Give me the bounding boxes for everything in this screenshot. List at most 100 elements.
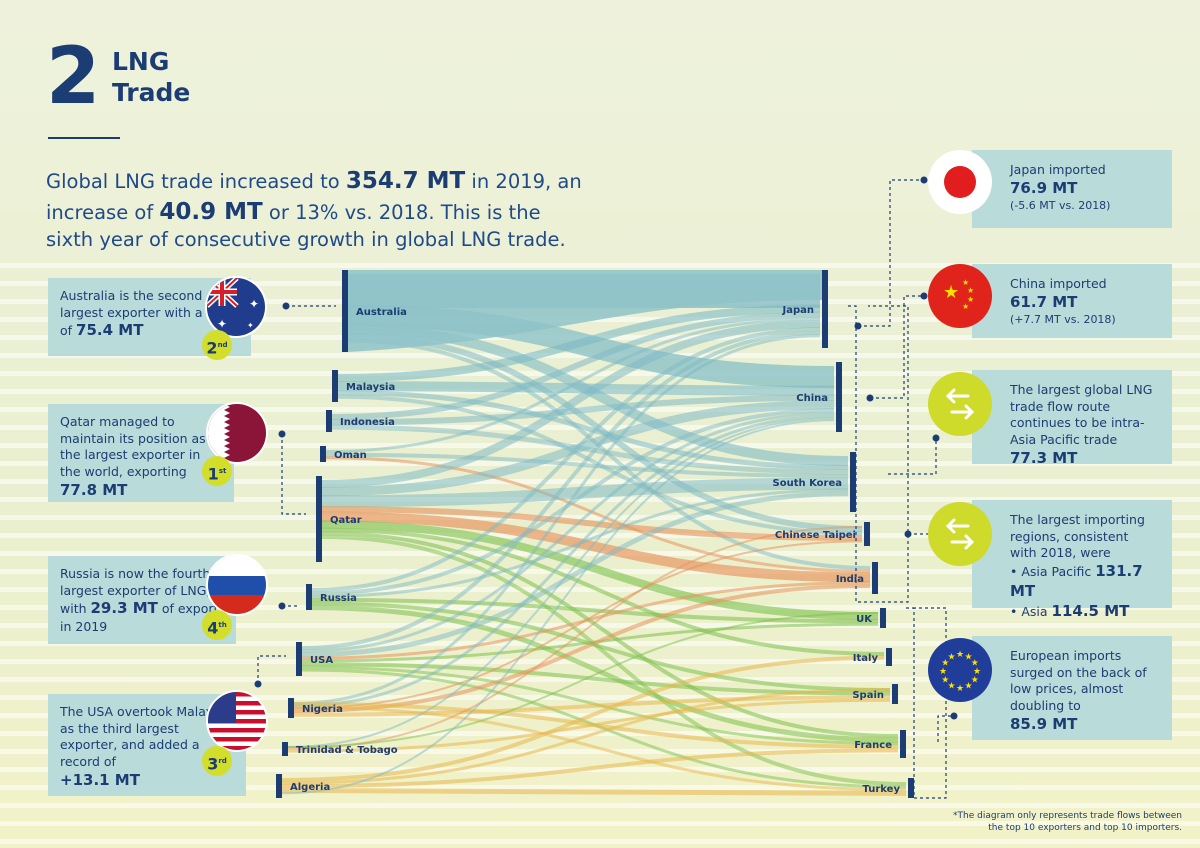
svg-text:★: ★: [943, 282, 959, 303]
intro-value-2: 40.9 MT: [159, 198, 263, 225]
usa-value: +13.1 MT: [60, 770, 140, 789]
china-text: China imported: [1010, 276, 1107, 291]
europe-value: 85.9 MT: [1010, 714, 1078, 733]
australia-text: Australia is the second largest exporter…: [60, 288, 236, 339]
connector-usa: [257, 655, 286, 684]
russia-rank: 4: [207, 618, 219, 638]
eu-star: ★: [941, 659, 949, 669]
qatar-rank-suffix: st: [218, 467, 227, 475]
exporter-label-malaysia: Malaysia: [346, 382, 395, 393]
title-divider: [48, 137, 120, 139]
svg-text:✦: ✦: [247, 321, 254, 330]
flow-oman-to-south-korea: [325, 452, 849, 478]
flow-indonesia-to-south-korea: [331, 424, 849, 475]
importer-bar-spain: [892, 684, 898, 704]
usa-rank-badge: 3rd: [202, 746, 232, 776]
asia-value: 114.5 MT: [1051, 601, 1130, 620]
flow-nigeria-to-chinese-taipei: [293, 540, 863, 710]
connector-route: [888, 438, 937, 475]
flow-indonesia-to-china: [331, 394, 835, 426]
europe-card: European imports surged on the back of l…: [972, 636, 1172, 740]
exporter-bar-malaysia: [332, 370, 338, 402]
qatar-rank: 1: [207, 464, 219, 484]
importer-bar-japan: [822, 270, 828, 348]
flow-qatar-to-japan: [321, 319, 821, 488]
exporter-label-algeria: Algeria: [290, 782, 330, 793]
eu-star: ★: [965, 682, 973, 692]
flow-algeria-to-spain: [281, 688, 891, 785]
importer-bar-turkey: [908, 778, 914, 798]
eu-flag-icon: ★ ★ ★ ★ ★ ★ ★ ★ ★ ★ ★ ★: [928, 638, 992, 702]
flow-trinidad-tobago-to-uk: [287, 612, 879, 748]
japan-text: Japan imported: [1010, 162, 1106, 177]
section-number: 2: [46, 32, 101, 122]
flow-russia-to-spain: [311, 601, 891, 692]
flow-algeria-to-italy: [281, 655, 885, 782]
intro-part-1: Global LNG trade increased to: [46, 170, 346, 193]
regions-text: The largest importing regions, consisten…: [1010, 512, 1145, 561]
japan-note: (-5.6 MT vs. 2018): [1010, 198, 1111, 212]
section-title: LNG Trade: [112, 46, 190, 108]
australia-flag-icon: ✦ ✦ ✦: [205, 276, 267, 338]
exporter-label-indonesia: Indonesia: [340, 417, 395, 428]
title-line-2: Trade: [112, 78, 191, 107]
flow-trinidad-tobago-to-chinese-taipei: [287, 526, 863, 750]
svg-text:✦: ✦: [217, 317, 227, 331]
flow-russia-to-japan: [311, 327, 821, 592]
eu-star: ★: [939, 667, 947, 677]
usa-flag-icon: [206, 690, 268, 752]
importer-bar-italy: [886, 648, 892, 666]
qatar-card: Qatar managed to maintain its position a…: [48, 404, 234, 502]
importing-regions-card: The largest importing regions, consisten…: [972, 500, 1172, 620]
australia-rank-suffix: nd: [217, 341, 228, 349]
flow-usa-to-spain: [301, 662, 891, 696]
exporter-label-russia: Russia: [320, 593, 357, 604]
asia-label: • Asia: [1010, 603, 1052, 619]
flow-qatar-to-turkey: [321, 534, 907, 786]
footnote-line-1: *The diagram only represents trade flows…: [953, 811, 1182, 821]
svg-text:★: ★: [962, 302, 969, 311]
regions-arrows-icon: [928, 502, 992, 566]
asia-pacific-label: • Asia Pacific: [1010, 563, 1096, 579]
eu-star: ★: [971, 676, 979, 686]
flow-nigeria-to-spain: [293, 695, 891, 717]
importer-label-spain: Spain: [852, 690, 884, 701]
flow-nigeria-to-china: [293, 414, 835, 708]
importer-bar-india: [872, 562, 878, 594]
importer-bar-france: [900, 730, 906, 758]
footnote-line-2: the top 10 exporters and top 10 importer…: [988, 823, 1182, 834]
footnote: *The diagram only represents trade flows…: [953, 810, 1182, 834]
trade-flows: [281, 270, 907, 796]
importer-label-france: France: [854, 740, 892, 751]
intro-part-3: or 13% vs. 2018. This is the sixth year …: [46, 200, 566, 252]
importer-bar-uk: [880, 608, 886, 628]
flow-nigeria-to-turkey: [293, 705, 907, 792]
intro-part-2: in 2019, an increase of: [46, 170, 582, 224]
japan-flag-icon: [928, 150, 992, 214]
china-flag-icon: ★ ★ ★ ★ ★: [928, 264, 992, 328]
eu-star: ★: [948, 682, 956, 692]
flow-indonesia-to-japan: [331, 311, 821, 420]
exporter-bar-oman: [320, 446, 326, 462]
australia-rank-badge: 2nd: [202, 330, 232, 360]
flow-algeria-to-china: [281, 419, 835, 795]
flow-qatar-to-uk: [321, 520, 879, 620]
flow-trinidad-tobago-to-spain: [287, 698, 891, 753]
flow-australia-to-japan-main-band: [348, 270, 822, 352]
usa-rank-suffix: rd: [218, 757, 227, 765]
connector-dot-2: [278, 430, 286, 438]
exporter-bar-qatar: [316, 476, 322, 562]
flow-oman-to-japan: [325, 317, 821, 453]
exporter-label-qatar: Qatar: [330, 515, 362, 526]
exporter-label-usa: USA: [310, 655, 333, 666]
importer-label-india: India: [836, 574, 864, 585]
route-value: 77.3 MT: [1010, 448, 1078, 467]
importer-label-china: China: [796, 393, 828, 404]
flow-algeria-to-france: [281, 748, 899, 789]
flow-oman-to-india: [325, 456, 871, 573]
exporter-bar-nigeria: [288, 698, 294, 718]
connector-japan: [858, 179, 924, 327]
eu-star: ★: [956, 650, 964, 660]
flow-nigeria-to-japan: [293, 334, 821, 705]
